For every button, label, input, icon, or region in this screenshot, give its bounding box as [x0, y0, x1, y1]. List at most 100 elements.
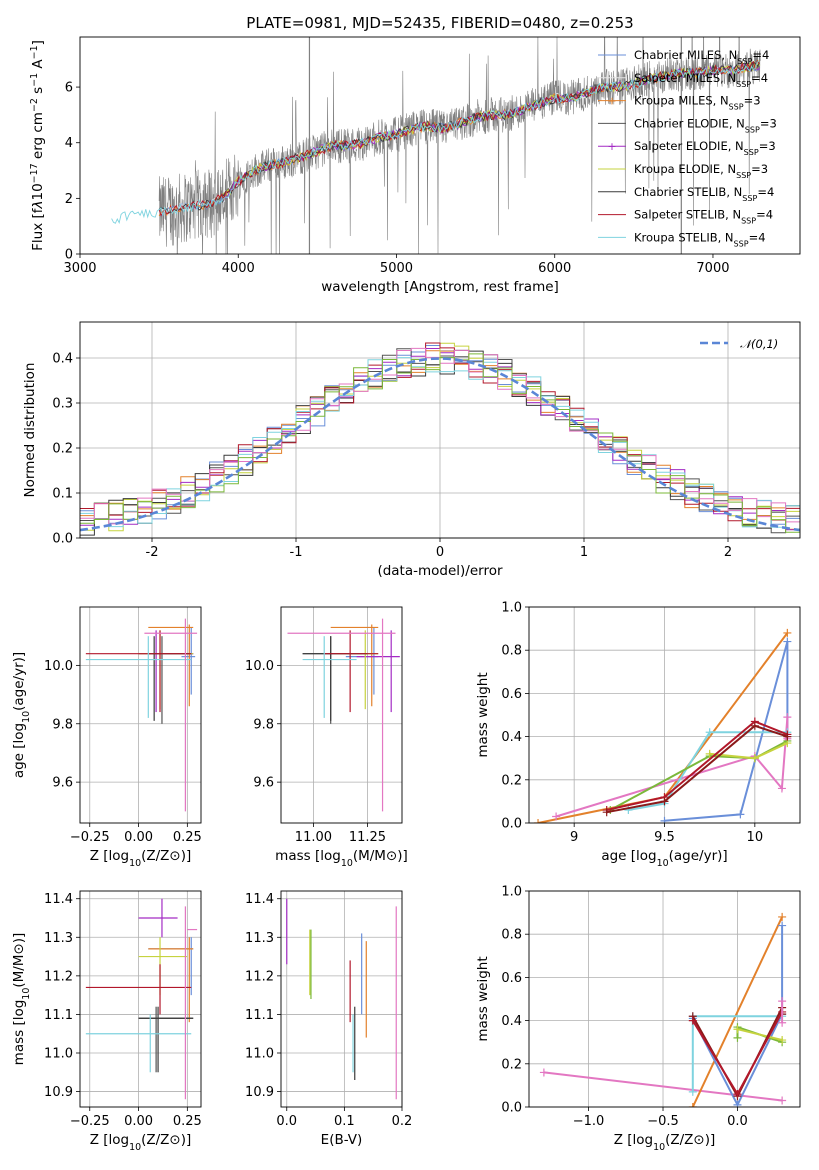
mass_vs_ebv-y-tick-label: 10.9: [245, 1085, 274, 1100]
weight_vs_Z-y-tick-label: 0.0: [501, 1101, 522, 1116]
weight-point: [778, 921, 787, 930]
residuals-panel: -2 -1 0 1 2 0.0 0.1 0.2 0.3 0.4 (data-model)/error…: [22, 321, 801, 579]
legend-entry-label: 𝒩(0,1): [740, 337, 778, 351]
weight_vs_Z-x-axis-label: Z [log10(Z/Z⊙)]: [614, 1132, 716, 1153]
residuals-y-tick-label: 0.0: [52, 532, 73, 547]
weight-point: [750, 754, 759, 763]
histogram-kroupa-miles: [80, 350, 800, 530]
spectrum-x-tick-label: 4000: [222, 261, 255, 276]
weight-point: [778, 1096, 787, 1105]
weight_vs_Z-plot-area: [539, 912, 787, 1107]
mass_vs_Z-y-axis-label: mass [log10(M/M⊙)]: [11, 933, 32, 1066]
weight-point: [736, 810, 745, 819]
age_vs_Z-x-tick-label: 0.00: [124, 830, 153, 845]
legend-marker: +: [607, 140, 616, 153]
mass_vs_Z-x-axis-label: Z [log10(Z/Z⊙)]: [90, 1132, 192, 1153]
residuals-y-axis-label: Normed distribution: [22, 363, 38, 498]
weight_vs_age-x-tick-label: 9.5: [654, 830, 675, 845]
mass_vs_ebv-x-tick-label: 0.2: [392, 1114, 413, 1129]
spectrum-x-tick-label: 5000: [380, 261, 413, 276]
weight-point: [688, 1087, 697, 1096]
spectrum-x-tick-label: 6000: [538, 261, 571, 276]
age_vs_Z-frame: [79, 606, 202, 824]
mass_vs_ebv-x-axis-label: E(B-V): [321, 1132, 363, 1148]
weight-line: [691, 916, 784, 1107]
weight-line: [537, 632, 789, 823]
weight_vs_Z-x-tick-label: 0.0: [727, 1114, 748, 1129]
mass_vs_ebv-y-tick-label: 11.3: [245, 931, 274, 946]
weight_vs_age-y-tick-label: 0.8: [501, 644, 522, 659]
mass_vs_Z-y-tick-label: 11.4: [44, 892, 73, 907]
legend-entry-label: Salpeter MILES, NSSP=4: [634, 71, 768, 89]
legend-entry-label: Salpeter STELIB, NSSP=4: [634, 208, 773, 226]
age_vs_Z-x-axis-label: Z [log10(Z/Z⊙)]: [90, 848, 192, 869]
weight_vs_Z-y-tick-label: 0.2: [501, 1057, 522, 1072]
age_vs_Z-y-axis-label: age [log10(age/yr)]: [11, 652, 32, 778]
mass_vs_ebv-y-tick-label: 11.2: [245, 969, 274, 984]
weight-point: [778, 912, 787, 921]
residuals-frame: [79, 321, 801, 539]
weight-point: [539, 1068, 548, 1077]
weight_vs_age-y-tick-label: 0.6: [501, 687, 522, 702]
mass_vs_Z-x-tick-label: 0.25: [173, 1114, 202, 1129]
age_vs_mass-y-tick-label: 9.6: [253, 776, 274, 791]
age_vs_Z-y-tick-label: 9.8: [52, 717, 73, 732]
spectrum-x-axis-label: wavelength [Angstrom, rest frame]: [321, 279, 559, 295]
age_vs_Z-x-tick-label: −0.25: [70, 830, 110, 845]
weight-point: [733, 1100, 742, 1107]
weight_vs_age-frame: [528, 606, 801, 824]
residuals-x-tick-label: 2: [724, 545, 732, 560]
spectrum-x-tick-label: 7000: [696, 261, 729, 276]
age_vs_mass-x-tick-label: 11.25: [349, 830, 386, 845]
weight-point: [777, 784, 786, 793]
residuals-x-tick-label: 0: [436, 545, 444, 560]
spectrum-legend: Chabrier MILES, NSSP=4 Salpeter MILES, NS…: [598, 48, 777, 248]
age_vs_Z-y-tick-label: 9.6: [52, 776, 73, 791]
weight-point: [783, 637, 792, 646]
weight_vs_age-x-tick-label: 9: [570, 830, 578, 845]
weight-line: [737, 1028, 783, 1041]
spectrum-plot-area: [111, 37, 761, 254]
legend-entry-label: Kroupa STELIB, NSSP=4: [634, 230, 766, 248]
mass_vs_Z-y-tick-label: 11.2: [44, 969, 73, 984]
weight-point: [750, 721, 759, 730]
residuals-x-tick-label: 1: [580, 545, 588, 560]
weight_vs_Z-y-tick-label: 0.6: [501, 971, 522, 986]
weight_vs_age-y-tick-label: 0.4: [501, 730, 522, 745]
weight-point: [733, 1025, 742, 1034]
weight_vs_age-plot-area: [534, 628, 792, 823]
age_vs_Z-plot-area: [85, 618, 198, 812]
model-line-kroupa-stelib: [111, 60, 760, 225]
age_vs_mass-y-tick-label: 9.8: [253, 717, 274, 732]
age_vs_Z-x-tick-label: 0.25: [173, 830, 202, 845]
legend-entry-label: Chabrier ELODIE, NSSP=3: [634, 116, 777, 133]
weight_vs_Z-x-tick-label: −1.0: [573, 1114, 605, 1129]
weight-point: [778, 1036, 787, 1045]
weight-point: [660, 797, 669, 806]
weight-line: [606, 724, 788, 814]
mass_vs_Z-y-tick-label: 11.1: [44, 1008, 73, 1023]
residuals-legend: 𝒩(0,1): [700, 337, 778, 351]
weight-point: [534, 819, 543, 823]
weight_vs_age-y-tick-label: 0.2: [501, 773, 522, 788]
residuals-x-axis-label: (data-model)/error: [377, 563, 503, 579]
histogram-chabrier-stelib: [80, 349, 800, 536]
spectrum-y-tick-label: 2: [65, 192, 73, 207]
weight_vs_Z-frame: [528, 890, 801, 1108]
weight_vs_Z-panel: −1.0 −0.5 0.0 0.0 0.2 0.4 0.6 0.8 1.0 Z [log10(Z/…: [475, 885, 801, 1153]
spectrum-y-tick-label: 4: [65, 136, 73, 151]
legend-entry-label: Salpeter ELODIE, NSSP=3: [634, 139, 776, 157]
weight-point: [733, 1033, 742, 1042]
weight-point: [552, 812, 561, 821]
normal-distribution-curve: [80, 357, 800, 532]
legend-entry-label: Chabrier MILES, NSSP=4: [634, 48, 769, 66]
residuals-x-tick-label: -1: [290, 545, 303, 560]
legend-entry-label: Kroupa ELODIE, NSSP=3: [634, 162, 768, 180]
legend-entry-label: Chabrier STELIB, NSSP=4: [634, 185, 774, 203]
weight-point: [705, 749, 714, 758]
residuals-y-tick-label: 0.2: [52, 442, 73, 457]
legend-marker: +: [607, 95, 616, 108]
residuals-plot-area: [80, 342, 800, 536]
histogram-salpeter-stelib: [80, 342, 800, 522]
